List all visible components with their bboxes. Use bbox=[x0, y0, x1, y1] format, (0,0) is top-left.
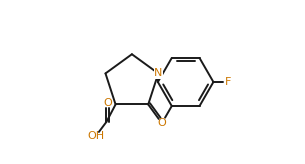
Text: O: O bbox=[157, 118, 166, 128]
Text: N: N bbox=[154, 68, 163, 78]
Text: O: O bbox=[103, 98, 112, 108]
Text: OH: OH bbox=[87, 131, 104, 141]
Text: F: F bbox=[224, 77, 231, 87]
